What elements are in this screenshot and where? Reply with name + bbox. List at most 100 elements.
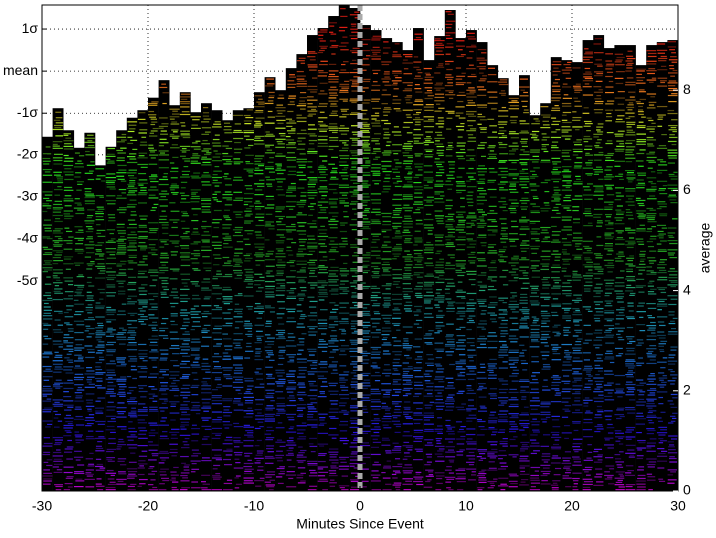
texture-dash — [84, 220, 95, 222]
texture-dash — [362, 87, 369, 89]
texture-dash — [499, 189, 509, 191]
texture-dash — [330, 86, 337, 88]
texture-dash — [445, 226, 454, 228]
texture-dash — [466, 36, 475, 38]
texture-dash — [63, 133, 71, 135]
texture-dash — [74, 339, 84, 341]
texture-dash — [287, 187, 297, 189]
texture-dash — [498, 201, 507, 203]
texture-dash — [191, 349, 200, 351]
texture-dash — [256, 452, 263, 454]
texture-dash — [349, 465, 355, 467]
texture-dash — [160, 130, 167, 132]
texture-dash — [541, 336, 551, 338]
texture-dash — [352, 261, 360, 263]
texture-dash — [322, 256, 328, 258]
texture-dash — [95, 277, 106, 279]
texture-dash — [223, 209, 230, 211]
texture-dash — [552, 443, 560, 446]
texture-dash — [424, 375, 432, 378]
texture-dash — [298, 166, 306, 169]
texture-dash — [265, 396, 274, 399]
texture-dash — [386, 460, 392, 462]
texture-dash — [309, 319, 317, 321]
texture-dash — [329, 408, 339, 410]
texture-dash — [455, 125, 465, 128]
texture-dash — [120, 180, 127, 182]
texture-dash — [191, 208, 201, 210]
texture-dash — [435, 325, 445, 327]
texture-dash — [259, 383, 265, 385]
texture-dash — [52, 240, 63, 242]
texture-dash — [73, 320, 85, 322]
texture-dash — [277, 250, 284, 252]
texture-dash — [129, 416, 138, 418]
texture-dash — [99, 292, 105, 294]
texture-dash — [328, 145, 339, 148]
texture-dash — [333, 320, 339, 323]
texture-dash — [487, 179, 497, 181]
texture-dash — [455, 115, 460, 117]
texture-dash — [406, 95, 413, 97]
texture-dash — [392, 102, 401, 105]
texture-dash — [385, 144, 391, 147]
texture-dash — [467, 354, 477, 356]
texture-dash — [413, 402, 423, 404]
texture-dash — [109, 254, 116, 256]
texture-dash — [296, 326, 306, 328]
texture-dash — [151, 470, 158, 472]
texture-dash — [84, 373, 95, 375]
texture-dash — [488, 304, 498, 306]
texture-dash — [116, 359, 125, 361]
texture-dash — [352, 431, 359, 434]
texture-dash — [84, 478, 95, 480]
texture-dash — [212, 361, 220, 363]
texture-dash — [290, 270, 296, 272]
texture-dash — [254, 246, 265, 248]
texture-dash — [436, 149, 445, 152]
texture-dash — [217, 383, 222, 386]
texture-dash — [469, 128, 477, 130]
texture-dash — [307, 238, 316, 240]
texture-dash — [530, 304, 540, 306]
texture-dash — [393, 108, 401, 110]
texture-dash — [434, 342, 444, 344]
texture-dash — [445, 243, 454, 245]
texture-dash — [502, 246, 508, 248]
texture-dash — [508, 357, 519, 359]
texture-dash — [118, 272, 126, 274]
texture-dash — [435, 395, 443, 397]
texture-dash — [191, 191, 198, 194]
texture-dash — [455, 378, 466, 381]
texture-dash — [148, 308, 158, 311]
texture-dash — [298, 382, 305, 384]
texture-dash — [424, 76, 434, 78]
texture-dash — [426, 291, 433, 293]
texture-dash — [499, 349, 508, 351]
texture-dash — [371, 285, 377, 287]
texture-dash — [351, 325, 356, 327]
texture-dash — [332, 308, 339, 311]
texture-dash — [52, 340, 62, 342]
texture-dash — [222, 286, 231, 289]
texture-dash — [328, 326, 335, 328]
texture-dash — [468, 115, 477, 117]
texture-dash — [329, 46, 338, 48]
texture-dash — [106, 469, 114, 472]
texture-dash — [120, 139, 127, 141]
texture-dash — [508, 363, 515, 365]
texture-dash — [285, 139, 295, 141]
texture-dash — [212, 138, 220, 141]
texture-dash — [498, 356, 504, 358]
texture-dash — [318, 291, 328, 294]
texture-dash — [233, 339, 243, 341]
texture-dash — [319, 366, 327, 369]
texture-dash — [509, 105, 519, 107]
texture-dash — [276, 221, 282, 223]
texture-dash — [138, 184, 144, 186]
x-axis-label: Minutes Since Event — [296, 516, 424, 532]
texture-dash — [361, 486, 367, 488]
texture-dash — [213, 199, 219, 201]
texture-dash — [286, 250, 293, 252]
texture-dash — [53, 282, 63, 284]
